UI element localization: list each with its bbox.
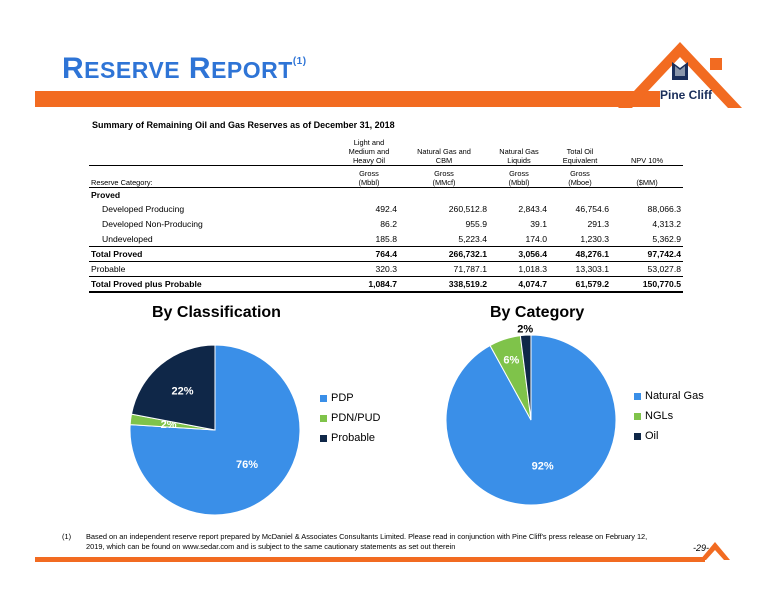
pie-slice-pdp [129,344,301,516]
pie-label: 22% [171,386,193,398]
page-number: -29- [693,543,710,553]
table-row: Developed Producing 492.4 260,512.8 2,843.… [102,204,681,214]
reserve-category-label: Reserve Category: [89,165,339,188]
unit-boe: Gross (Mboe) [549,165,611,188]
col-header-oil: Light and Medium and Heavy Oil [339,138,399,166]
unit-npv: ($MM) [611,165,683,188]
reserves-table: Light and Medium and Heavy Oil Natural Gas… [89,138,683,293]
table-subtitle: Summary of Remaining Oil and Gas Reserve… [92,120,395,130]
col-header-gas: Natural Gas and CBM [399,138,489,166]
pie-chart-classification: 76%2%22% [129,344,301,516]
pie-slice-probable [130,344,216,431]
legend-item: Oil [634,426,704,446]
header-bar [35,91,660,107]
pie-slice-oil [519,334,532,421]
table-row: Undeveloped 185.8 5,223.4 174.0 1,230.3 5,36… [102,233,681,244]
legend-item: PDN/PUD [320,408,381,428]
corner-logo [700,542,730,560]
pie-label: 76% [236,459,258,471]
pie-label: 92% [532,460,554,472]
unit-gas: Gross (MMcf) [399,165,489,188]
pie-label: 2% [517,325,533,335]
pine-cliff-logo [618,42,742,108]
pie-chart-category: 92% 6% 2% [445,325,617,506]
unit-oil: Gross (Mbbl) [339,165,399,188]
footer-bar [35,557,705,562]
pie-label: 6% [503,354,519,366]
col-header-ngl: Natural Gas Liquids [489,138,549,166]
legend-item: NGLs [634,406,704,426]
page-title: RESERVE REPORT(1) [62,52,307,85]
col-header-boe: Total Oil Equivalent [549,138,611,166]
legend-item: Probable [320,428,381,448]
unit-ngl: Gross (Mbbl) [489,165,549,188]
logo-text: Pine Cliff [660,88,713,102]
footnote: (1) Based on an independent reserve repo… [62,532,648,551]
legend-item: PDP [320,388,381,408]
table-row-total-proved: Total Proved 764.4 266,732.1 3,056.4 48,276… [89,246,683,262]
col-header-npv: NPV 10% [611,138,683,166]
chart-title-category: By Category [490,304,585,321]
table-row-total-proved-probable: Total Proved plus Probable 1,084.7 338,51… [89,276,683,293]
legend-item: Natural Gas [634,386,704,406]
legend-category: Natural Gas NGLs Oil [634,386,704,446]
proved-heading: Proved [91,189,121,200]
table-row: Developed Non-Producing 86.2 955.9 39.1 291… [102,219,681,229]
legend-classification: PDP PDN/PUD Probable [320,388,381,448]
chart-title-classification: By Classification [152,304,281,321]
table-row-probable: Probable 320.3 71,787.1 1,018.3 13,303.1 53,… [89,261,683,277]
